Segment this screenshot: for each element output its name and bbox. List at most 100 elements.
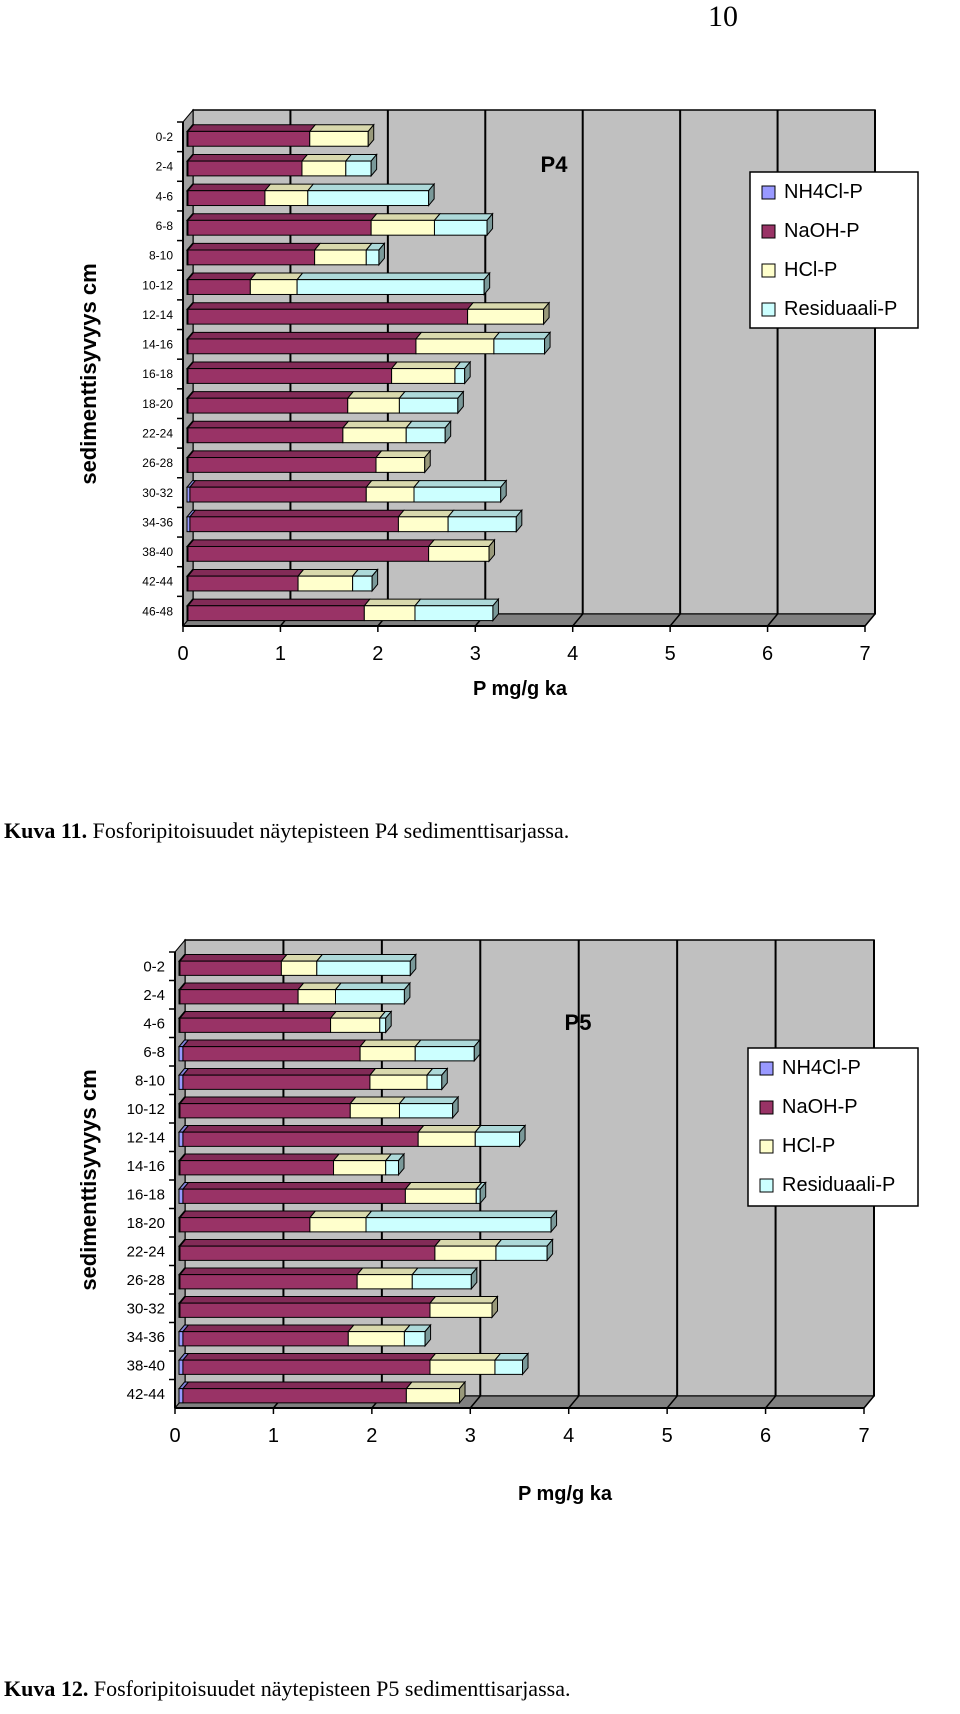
bar-residuaali-p [413,486,502,503]
bar-top [297,569,360,577]
bar-hcl-p [369,1074,428,1090]
legend-label: HCl-P [784,259,837,281]
bar-residuaali-p [403,1331,426,1347]
bar-top [370,213,442,221]
bar-top [186,598,371,607]
caption-label: Kuva 11. [4,818,88,843]
bar-top [405,420,452,429]
bar-residuaali-p [493,338,546,355]
bar-top [411,1267,478,1276]
legend-label: NH4Cl-P [784,181,863,203]
y-tick-label: 18-20 [142,397,173,411]
bar-top [178,1267,364,1276]
bar-naoh-p [187,338,417,355]
bar-top [296,272,491,281]
bar-end [452,1095,459,1120]
bar-top [428,1353,502,1361]
legend-swatch [761,302,776,317]
bar-naoh-p [189,486,367,503]
x-tick-label: 3 [465,1425,476,1447]
bar-hcl-p [264,190,309,207]
y-tick-label: 38-40 [127,1358,165,1375]
bar-end [441,1067,448,1091]
bar-hcl-p [428,545,490,562]
y-tick-label: 2-4 [143,987,165,1004]
bar-naoh-p [182,1046,361,1062]
bar-top [474,1125,527,1133]
bar-top [186,302,475,310]
bar-residuaali-p [433,219,488,236]
bar-top [186,391,355,399]
y-tick-label: 46-48 [142,604,173,618]
x-tick-label: 6 [760,1425,771,1447]
bar-top [346,391,406,399]
bar-top [186,569,305,577]
figure-caption-11: Kuva 11. Fosforipitoisuudet näytepisteen… [4,818,569,844]
bar-end [479,1181,487,1205]
y-tick-label: 16-18 [127,1187,165,1204]
y-tick-label: 4-6 [143,1016,165,1033]
bar-end [424,449,431,474]
bar-naoh-p [179,989,299,1005]
bar-top [306,183,436,192]
y-tick-label: 38-40 [142,545,173,559]
bar-end [470,1266,478,1291]
x-tick-label: 2 [366,1425,377,1447]
bar-nh4cl-p [178,1331,184,1347]
y-tick-label: 0-2 [143,959,165,976]
x-tick-label: 7 [859,643,870,665]
bar-residuaali-p [398,397,459,414]
y-tick-label: 4-6 [156,189,174,203]
y-tick-label: 16-18 [142,367,173,381]
legend-swatch [759,1100,774,1115]
bar-hcl-p [405,1388,461,1404]
bar-hcl-p [359,1046,416,1062]
bar-naoh-p [179,1274,358,1290]
legend-box [747,1047,919,1207]
y-tick-label: 8-10 [149,249,173,263]
x-tick-label: 1 [275,643,286,665]
bar-end [378,242,385,267]
bar-naoh-p [179,1160,335,1176]
y-tick-label: 8-10 [135,1073,165,1090]
bar-end [424,1323,432,1348]
bar-hcl-p [314,249,367,266]
y-tick-label: 6-8 [143,1044,165,1061]
bar-top [365,480,421,488]
bar-hcl-p [309,130,369,147]
bar-naoh-p [187,575,299,592]
bar-top [181,1381,413,1390]
bar-top [181,1125,425,1133]
gridline-floor [766,613,779,627]
legend-label: NH4Cl-P [782,1057,861,1079]
bar-top [404,1182,483,1190]
bar-top [417,1125,482,1133]
bar-naoh-p [187,605,365,622]
bar-residuaali-p [345,160,372,177]
bar-hcl-p [249,279,298,295]
bar-top [414,1039,481,1048]
bar-end [515,508,523,534]
y-axis-label: sedimenttisyvyys cm [76,263,101,484]
bar-top [181,1068,377,1076]
bar-end [459,1380,466,1405]
bar-residuaali-p [307,190,430,207]
bar-residuaali-p [398,1103,454,1119]
bar-nh4cl-p [178,1359,184,1375]
bar-nh4cl-p [178,1074,184,1090]
bar-naoh-p [179,1017,332,1033]
bar-top [297,982,343,991]
bar-top [427,539,496,547]
bar-top [178,954,288,962]
bar-residuaali-p [405,427,446,444]
bar-end [519,1124,526,1148]
bar-end [543,301,550,326]
bar-hcl-p [297,989,337,1005]
bar-top [186,450,383,459]
bar-top [334,982,411,991]
bar-hcl-p [375,457,426,473]
legend-swatch [761,224,776,239]
y-tick-label: 26-28 [142,456,173,470]
bar-top [178,1210,317,1219]
y-tick-label: 34-36 [142,515,173,529]
